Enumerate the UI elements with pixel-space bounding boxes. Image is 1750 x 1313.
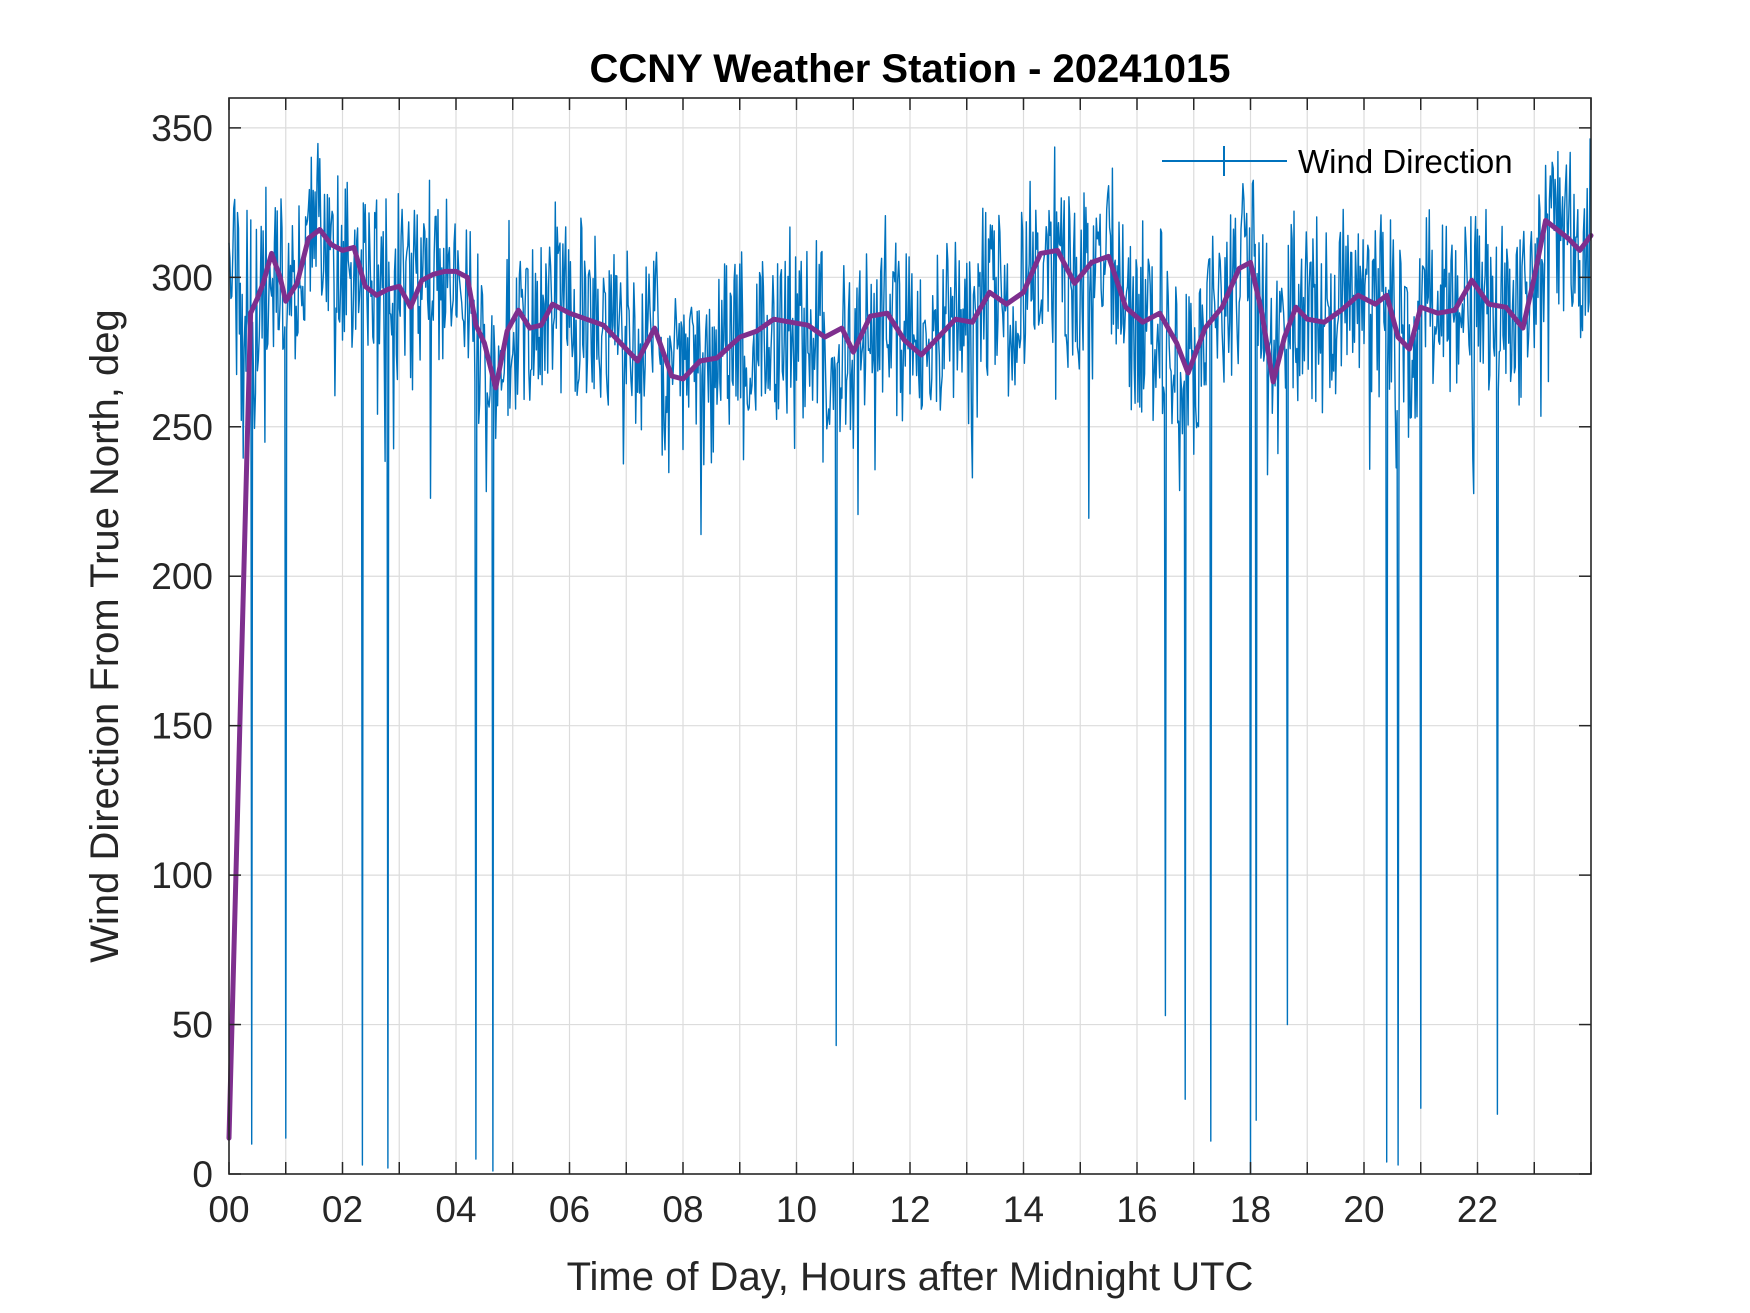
axis-ticks xyxy=(228,98,1592,1175)
x-tick-label: 20 xyxy=(1343,1189,1384,1230)
x-axis-label: Time of Day, Hours after Midnight UTC xyxy=(567,1255,1254,1299)
x-tick-label: 22 xyxy=(1457,1189,1498,1230)
x-tick-label: 18 xyxy=(1230,1189,1271,1230)
y-tick-label: 50 xyxy=(172,1005,213,1046)
x-tick-label: 12 xyxy=(889,1189,930,1230)
x-tick-label: 00 xyxy=(208,1189,249,1230)
x-tick-label: 06 xyxy=(549,1189,590,1230)
series-line-running-mean xyxy=(226,218,1594,1141)
chart-title: CCNY Weather Station - 20241015 xyxy=(590,47,1231,91)
y-tick-label: 150 xyxy=(151,706,213,747)
legend: Wind Direction xyxy=(1162,143,1513,180)
y-tick-label: 200 xyxy=(151,556,213,597)
series-line-wind-direction xyxy=(228,138,1591,1175)
y-tick-label: 100 xyxy=(151,855,213,896)
x-tick-label: 10 xyxy=(776,1189,817,1230)
x-tick-label: 16 xyxy=(1116,1189,1157,1230)
x-tick-label: 04 xyxy=(435,1189,476,1230)
y-tick-label: 300 xyxy=(151,257,213,298)
x-tick-label: 14 xyxy=(1003,1189,1044,1230)
tick-labels: 00 02 04 06 08 10 12 14 16 18 20 22 0 50 100 150 200 250 3… xyxy=(151,108,1498,1230)
y-tick-label: 0 xyxy=(192,1154,213,1195)
data-series xyxy=(226,138,1594,1175)
y-tick-label: 350 xyxy=(151,108,213,149)
x-tick-label: 08 xyxy=(662,1189,703,1230)
x-tick-label: 02 xyxy=(322,1189,363,1230)
y-tick-label: 250 xyxy=(151,407,213,448)
y-axis-label: Wind Direction From True North, deg xyxy=(83,309,127,963)
legend-label-wind-direction: Wind Direction xyxy=(1298,143,1513,180)
